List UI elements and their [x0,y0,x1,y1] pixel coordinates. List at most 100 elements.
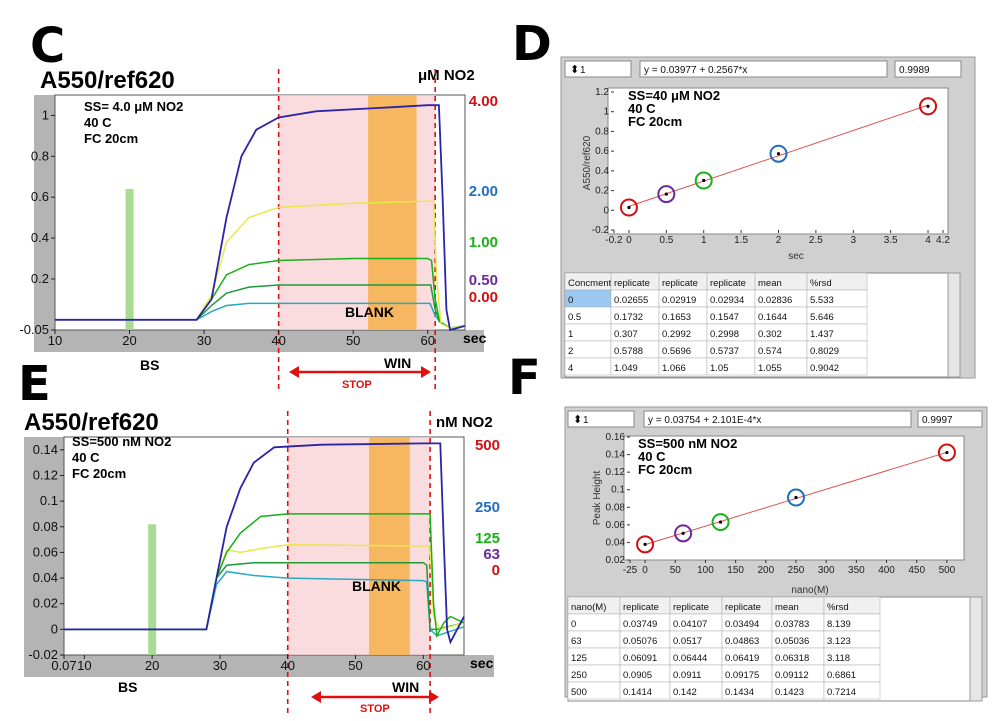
table-cell-value: 0.09112 [775,670,809,681]
panel-e: E A550/ref620 nM NO2 -0.02 0 0.02 0.04 0.06 0… [18,356,500,715]
data-point [643,542,647,546]
table-scrollbar [969,596,983,702]
x-tick-label: 400 [878,565,895,576]
data-point [681,531,685,535]
panel-c-lines [55,104,466,332]
y-tick-label: 0.14 [33,442,58,457]
x-tick-label: 200 [757,565,774,576]
y-tick-label: 0 [603,205,609,216]
data-point [702,178,706,183]
table-cell-value: 8.139 [827,619,851,630]
data-point [664,192,668,196]
x-tick-label: 10 [48,333,62,348]
header-label: replicate [710,278,746,289]
panel-c-temp-line: 40 C [84,115,112,130]
panel-d-ss-text: SS=40 μM NO2 40 C FC 20cm [628,88,720,129]
table-cell-value: 0.06318 [775,653,809,664]
panel-f-fc-line: FC 20cm [638,462,692,477]
table-cell-value: 1.049 [614,363,638,374]
x-tick-label: 60 [416,658,430,673]
y-tick-label: 0.2 [595,186,609,197]
table-cell-value: 2 [568,346,573,357]
y-tick-label: 1 [603,107,609,118]
data-point [718,520,723,524]
panel-d-ss-line: SS=40 μM NO2 [628,88,720,103]
concentration-label: 4.00 [469,93,498,110]
data-point [794,495,798,500]
y-tick-label: 0.1 [40,493,58,508]
y-tick-label: 0.8 [31,148,49,163]
panel-c-win-label: WIN [384,355,411,371]
table-cell-value: 4 [568,363,573,374]
panel-c-y-ticks: -0.05 0.2 0.4 0.6 0.8 1 [19,107,55,337]
table-cell-value: 1.05 [710,363,729,374]
panel-e-bs-label: BS [118,679,137,695]
panel-f-points [636,443,956,554]
panel-f-counter-field[interactable] [567,410,635,428]
y-tick-label: 0.06 [606,520,626,531]
table-cell [823,681,881,700]
y-tick-label: 1 [42,107,49,122]
table-cell-value: 0.05036 [775,636,809,647]
x-tick-label: 450 [908,565,925,576]
panel-c-unit-label: μM NO2 [418,67,475,84]
panel-e-ss-text: SS=500 nM NO2 40 C FC 20cm [72,434,171,481]
header-label: replicate [673,602,709,613]
panel-d-r-field[interactable] [894,60,962,78]
panel-d-counter-field[interactable] [564,60,632,78]
panel-d: D ⬍ 1 y = 0.03977 + 0.2567*x 0.9989 -0.2… [512,16,976,379]
data-point-ring [636,535,655,554]
y-tick-label: 0.04 [606,537,626,548]
table-cell-value: 0.06419 [725,653,759,664]
table-cell-value: 1.437 [810,329,834,340]
y-tick-label: 0 [51,621,58,636]
x-tick-label: 4 [925,235,931,246]
x-tick-label: 30 [213,658,227,673]
table-cell-value: 0.574 [758,346,782,357]
panel-f-table: nano(M) replicate replicate replicate mea… [567,596,983,702]
header-label: replicate [725,602,761,613]
panel-f-r-field[interactable] [917,410,983,428]
panel-e-x-unit: sec [470,655,494,671]
panel-c-yaxis-band [34,95,55,330]
header-label: replicate [614,278,650,289]
x-tick-label: 2.5 [809,235,823,246]
x-tick-label: 50 [670,565,682,576]
panel-d-x-label: sec [788,251,804,262]
table-cell-value: 1.055 [758,363,782,374]
table-cell-value: 63 [571,636,582,647]
x-tick-label: -25 [623,565,638,576]
concentration-label: 0.00 [469,289,498,306]
concentration-label: 63 [483,546,500,563]
panel-e-lines [64,442,465,645]
panel-e-y-ticks: -0.02 0 0.02 0.04 0.06 0.08 0.1 0.12 0.14 [28,442,64,662]
panel-f-equation-field[interactable] [643,410,912,428]
table-cell-value: 0.03494 [725,619,759,630]
panel-c-stop-label: STOP [342,379,372,391]
concentration-label: 2.00 [469,183,498,200]
data-point-ring [711,513,730,532]
x-tick-label: 1.5 [734,235,748,246]
panel-d-y-ticks: -0.2 0 0.2 0.4 0.6 0.8 1 1.2 [592,87,614,236]
table-cell-value: 0.06091 [623,653,657,664]
x-tick-label: 50 [346,333,360,348]
panel-f-y-ticks: 0.02 0.04 0.06 0.08 0.1 0.12 0.14 0.16 [606,432,630,566]
x-tick-label: 3.5 [884,235,898,246]
y-tick-label: 0.14 [606,450,626,461]
y-tick-label: 0.4 [595,166,609,177]
win-region [368,95,417,330]
x-tick-label: 350 [848,565,865,576]
table-cell-value: 0.03749 [623,619,657,630]
data-point-ring [674,524,693,543]
x-tick-label: 300 [818,565,835,576]
panel-f-r-value: 0.9997 [922,415,953,426]
data-point [627,205,631,210]
panel-c-background-marks [125,69,436,390]
panel-f-ss-line: SS=500 nM NO2 [638,436,737,451]
panel-e-yaxis-band [24,437,64,655]
panel-e-unit-label: nM NO2 [436,414,493,431]
table-cell-value: 0.2998 [710,329,739,340]
table-cell-value: 0.1732 [614,312,643,323]
table-cell-value: 0.307 [614,329,638,340]
panel-d-equation-field[interactable] [639,60,888,78]
